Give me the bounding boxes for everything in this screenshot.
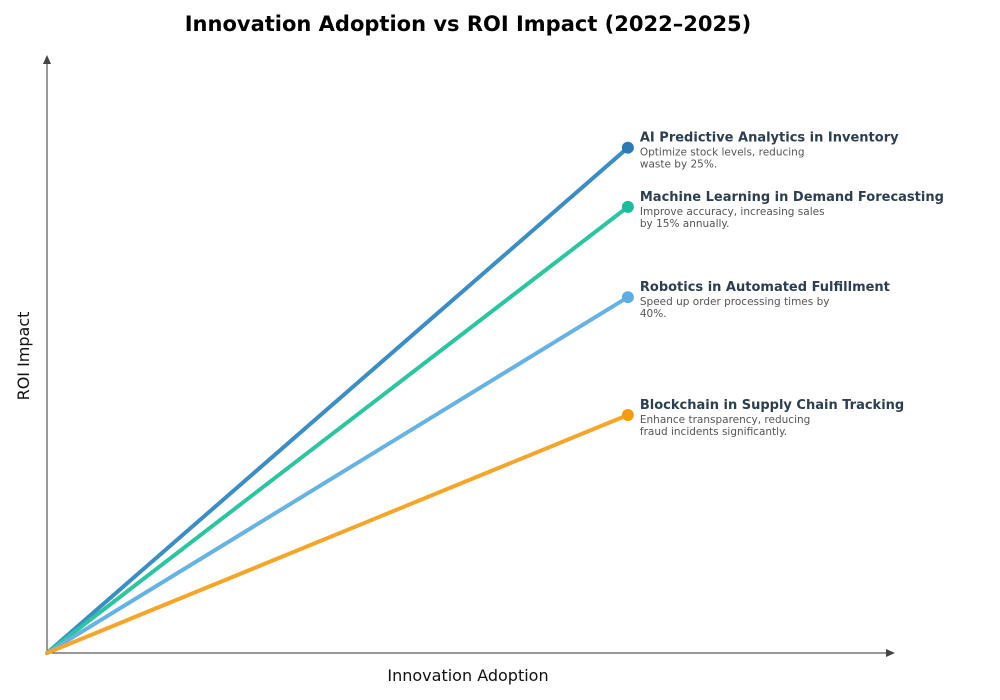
series-description-2: Speed up order processing times by (640, 296, 830, 308)
x-axis-arrow-icon (886, 649, 895, 657)
series-line-1 (45, 204, 630, 655)
series-description-2: 40%. (640, 308, 667, 320)
y-axis-arrow-icon (43, 55, 51, 64)
series-endpoint-2 (621, 291, 634, 304)
series-label-0: AI Predictive Analytics in Inventory (640, 131, 899, 146)
series-description-0: Optimize stock levels, reducing (640, 147, 805, 159)
series-label-3: Blockchain in Supply Chain Tracking (640, 398, 904, 413)
series-line-0 (45, 145, 630, 655)
series-description-3: Enhance transparency, reducing (640, 414, 810, 426)
series-endpoint-1 (621, 200, 634, 213)
chart-title: Innovation Adoption vs ROI Impact (2022–… (185, 12, 752, 36)
series-description-1: Improve accuracy, increasing sales (640, 206, 825, 218)
series-description-1: by 15% annually. (640, 218, 730, 230)
series-description-0: waste by 25%. (640, 159, 717, 171)
series-endpoint-0 (621, 141, 634, 154)
series-label-2: Robotics in Automated Fulfillment (640, 280, 890, 295)
series-label-1: Machine Learning in Demand Forecasting (640, 190, 944, 205)
x-axis-label: Innovation Adoption (387, 666, 548, 685)
series-line-2 (45, 295, 630, 655)
y-axis-label: ROI Impact (14, 312, 33, 401)
series-endpoint-3 (621, 408, 634, 421)
series-description-3: fraud incidents significantly. (640, 426, 787, 438)
series-line-3 (45, 412, 630, 655)
